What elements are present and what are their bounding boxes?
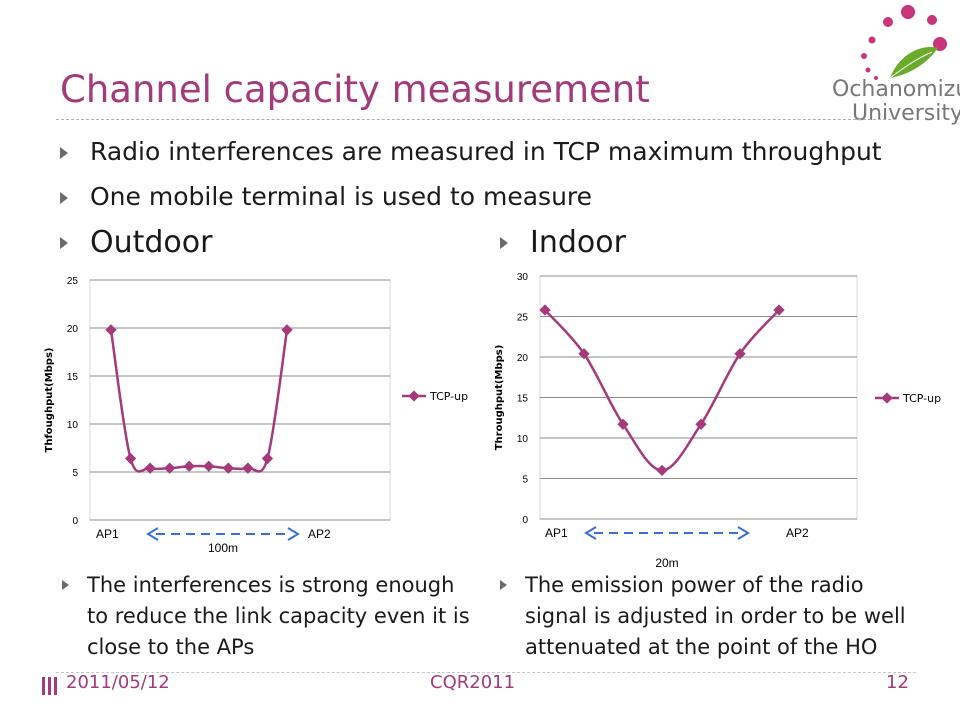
logo-leaf — [890, 47, 938, 78]
data-point — [105, 324, 117, 336]
data-point — [242, 462, 254, 474]
logo-line-2: University — [852, 101, 960, 126]
footer-page-number: 12 — [886, 672, 909, 693]
y-tick-label: 5 — [522, 475, 528, 486]
bullet-triangle-icon — [60, 192, 68, 204]
bullet-triangle-icon — [62, 580, 69, 590]
title-divider — [56, 119, 896, 120]
data-point — [124, 452, 137, 465]
data-point — [164, 462, 176, 474]
x-label-ap1: AP1 — [545, 526, 568, 540]
arrow-right-icon — [737, 526, 750, 540]
y-tick-label: 15 — [67, 372, 79, 383]
legend-label: TCP-up — [429, 390, 468, 403]
data-point — [261, 452, 274, 465]
y-tick-label: 0 — [522, 515, 528, 526]
outdoor-heading-text: Outdoor — [90, 225, 213, 260]
footer-divider — [56, 672, 916, 673]
arrow-left-icon — [584, 526, 597, 540]
arrow-left-icon — [146, 527, 159, 541]
indoor-heading: Indoor — [500, 225, 626, 260]
bullet-2: One mobile terminal is used to measure — [60, 182, 592, 211]
series-line — [109, 329, 289, 473]
x-label-ap1: AP1 — [96, 527, 119, 541]
y-tick-label: 10 — [67, 420, 79, 431]
outdoor-throughput-chart: 0 5 10 15 20 25 Thfoughput(Mbps) AP1 AP2 100m TCP-… — [44, 276, 468, 555]
legend-marker — [408, 390, 420, 402]
bullet-triangle-icon — [500, 580, 507, 590]
bullet-1: Radio interferences are measured in TCP … — [60, 137, 882, 166]
indoor-heading-text: Indoor — [530, 225, 626, 260]
data-point — [222, 462, 234, 474]
y-tick-label: 20 — [67, 324, 79, 335]
logo-dots — [861, 5, 947, 80]
outdoor-note-text: The interferences is strong enough to re… — [87, 573, 470, 659]
bullet-triangle-icon — [60, 237, 68, 249]
distance-label: 20m — [655, 556, 678, 570]
y-axis-label: Thfoughput(Mbps) — [44, 348, 55, 453]
logo-text: Ochanomizu University — [832, 78, 960, 126]
bullet-triangle-icon — [60, 147, 68, 159]
y-tick-label: 5 — [72, 468, 78, 479]
logo-line-1: Ochanomizu — [832, 77, 960, 102]
legend-label: TCP-up — [902, 392, 941, 405]
footer-conference: CQR2011 — [430, 672, 516, 693]
slide-title: Channel capacity measurement — [60, 68, 650, 111]
distance-label: 100m — [208, 541, 238, 555]
indoor-throughput-chart: 0 5 10 15 20 25 30 Throughput(Mbps) AP1 AP2 20m TCP… — [495, 272, 941, 570]
data-point — [695, 418, 707, 430]
y-tick-label: 15 — [517, 394, 529, 405]
data-point — [617, 418, 629, 430]
x-label-ap2: AP2 — [786, 526, 809, 540]
y-tick-label: 25 — [517, 313, 529, 324]
outdoor-note: The interferences is strong enough to re… — [62, 570, 472, 663]
y-tick-label: 0 — [72, 516, 78, 527]
arrow-right-icon — [287, 527, 300, 541]
footer-date: 2011/05/12 — [66, 672, 170, 693]
data-point — [203, 460, 215, 472]
university-logo — [861, 5, 947, 80]
indoor-note-text: The emission power of the radio signal i… — [525, 573, 906, 659]
y-tick-label: 10 — [517, 434, 529, 445]
x-label-ap2: AP2 — [308, 527, 331, 541]
series-line — [544, 309, 780, 472]
y-axis-label: Throughput(Mbps) — [495, 345, 505, 451]
footer-decoration — [42, 677, 57, 695]
data-point — [656, 464, 668, 477]
y-tick-label: 25 — [67, 276, 79, 287]
data-point — [183, 460, 195, 472]
y-tick-label: 20 — [517, 353, 529, 364]
bullet-triangle-icon — [500, 237, 508, 249]
indoor-note: The emission power of the radio signal i… — [500, 570, 920, 663]
bullet-2-text: One mobile terminal is used to measure — [90, 182, 593, 211]
outdoor-heading: Outdoor — [60, 225, 212, 260]
y-tick-label: 30 — [517, 272, 529, 283]
legend-marker — [881, 392, 893, 404]
bullet-1-text: Radio interferences are measured in TCP … — [90, 137, 882, 166]
data-point — [281, 324, 293, 336]
plot-area — [89, 279, 391, 521]
